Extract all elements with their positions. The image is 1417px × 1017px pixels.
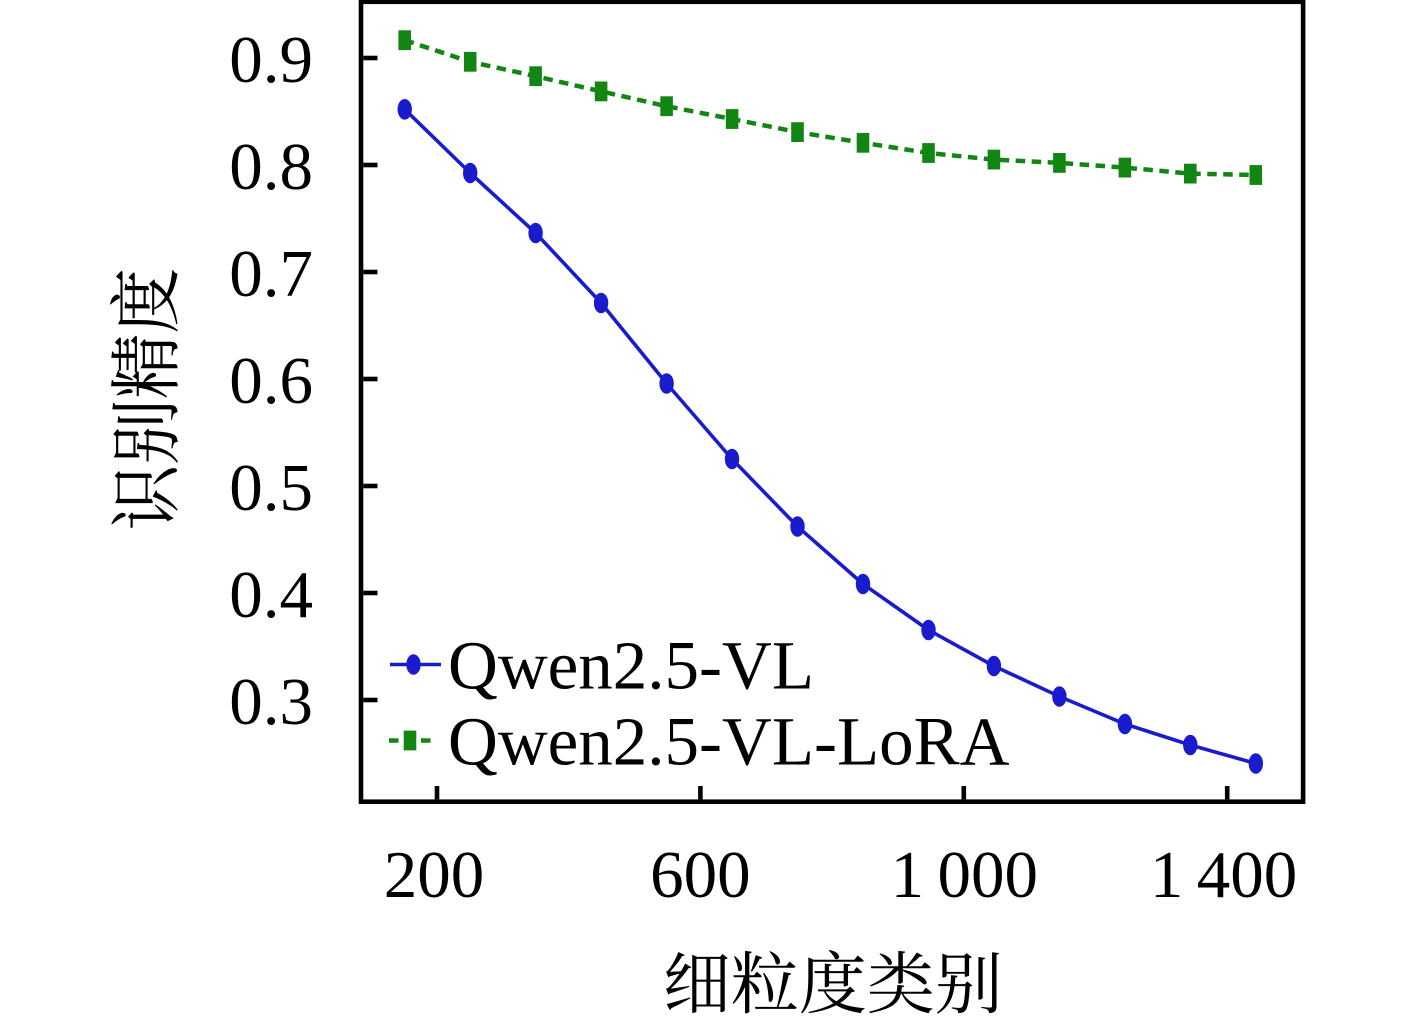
svg-text:0.9: 0.9 (229, 23, 313, 97)
svg-text:0.3: 0.3 (229, 665, 313, 739)
svg-text:0.7: 0.7 (229, 237, 313, 311)
svg-text:0.4: 0.4 (229, 558, 313, 632)
svg-text:600: 600 (650, 838, 751, 912)
svg-text:0.6: 0.6 (229, 344, 313, 418)
svg-text:Qwen2.5-VL: Qwen2.5-VL (448, 628, 814, 704)
svg-text:0.5: 0.5 (229, 451, 313, 525)
svg-text:1 000: 1 000 (891, 838, 1038, 912)
svg-text:1 400: 1 400 (1150, 838, 1297, 912)
svg-text:0.8: 0.8 (229, 130, 313, 204)
svg-text:Qwen2.5-VL-LoRA: Qwen2.5-VL-LoRA (448, 704, 1010, 780)
svg-text:200: 200 (384, 838, 485, 912)
